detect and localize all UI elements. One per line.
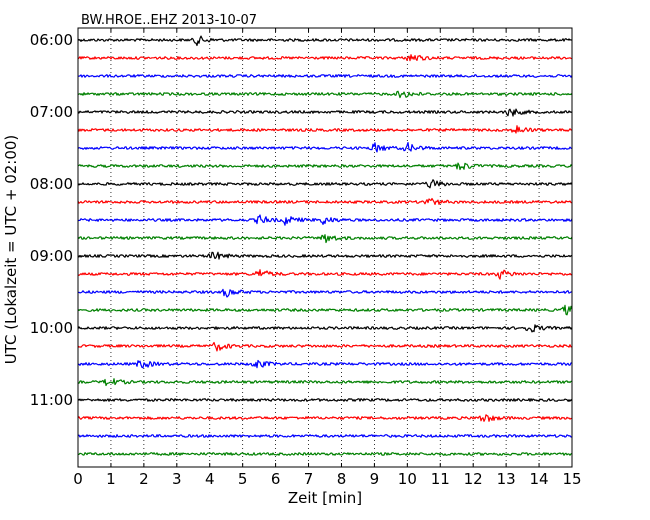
y-tick-label: 11:00 bbox=[30, 391, 73, 409]
trace-1130 bbox=[77, 434, 573, 438]
x-tick-label: 11 bbox=[431, 470, 450, 488]
trace-0845 bbox=[77, 234, 573, 244]
trace-0830 bbox=[77, 214, 573, 226]
trace-1015 bbox=[77, 341, 573, 352]
trace-1000 bbox=[77, 324, 573, 333]
x-tick-label: 7 bbox=[304, 470, 314, 488]
trace-1115 bbox=[77, 414, 573, 422]
x-tick-label: 15 bbox=[562, 470, 581, 488]
x-tick-label: 12 bbox=[464, 470, 483, 488]
x-axis-label: Zeit [min] bbox=[288, 489, 362, 507]
trace-0645 bbox=[77, 90, 573, 99]
trace-0715 bbox=[77, 125, 573, 134]
x-tick-label: 4 bbox=[205, 470, 215, 488]
y-axis-label: UTC (Lokalzeit = UTC + 02:00) bbox=[2, 135, 20, 365]
trace-0745 bbox=[77, 162, 573, 171]
trace-group bbox=[77, 35, 573, 456]
x-tick-label: 14 bbox=[530, 470, 549, 488]
chart-title: BW.HROE..EHZ 2013-10-07 bbox=[81, 13, 257, 28]
trace-1100 bbox=[77, 398, 573, 402]
trace-1030 bbox=[77, 359, 573, 369]
trace-0700 bbox=[77, 108, 573, 117]
trace-0630 bbox=[77, 74, 573, 78]
trace-0800 bbox=[77, 179, 573, 189]
x-tick-label: 5 bbox=[238, 470, 248, 488]
x-tick-label: 10 bbox=[398, 470, 417, 488]
trace-0930 bbox=[77, 288, 573, 298]
trace-1145 bbox=[77, 452, 573, 456]
trace-0945 bbox=[77, 304, 573, 316]
trace-0615 bbox=[77, 54, 573, 62]
trace-0900 bbox=[77, 251, 573, 260]
x-tick-label: 0 bbox=[73, 470, 83, 488]
trace-0815 bbox=[77, 197, 572, 205]
axis-ticks: 0 1 2 3 4 5 6 7 8 9 10 11 12 13 14 1506:0007:0008:0009:… bbox=[30, 28, 582, 488]
x-tick-label: 6 bbox=[271, 470, 281, 488]
x-tick-label: 9 bbox=[370, 470, 380, 488]
y-tick-label: 09:00 bbox=[30, 247, 73, 265]
x-tick-label: 13 bbox=[497, 470, 516, 488]
y-tick-label: 07:00 bbox=[30, 103, 73, 121]
x-tick-label: 1 bbox=[106, 470, 116, 488]
x-tick-label: 2 bbox=[139, 470, 149, 488]
trace-1045 bbox=[77, 378, 573, 387]
trace-0915 bbox=[77, 269, 573, 280]
trace-0730 bbox=[77, 142, 572, 153]
y-tick-label: 06:00 bbox=[30, 31, 73, 49]
plot-area bbox=[78, 28, 572, 467]
x-tick-label: 3 bbox=[172, 470, 182, 488]
trace-0600 bbox=[77, 35, 573, 47]
y-tick-label: 08:00 bbox=[30, 175, 73, 193]
y-tick-label: 10:00 bbox=[30, 319, 73, 337]
plot-frame bbox=[77, 27, 573, 468]
x-tick-label: 8 bbox=[337, 470, 347, 488]
